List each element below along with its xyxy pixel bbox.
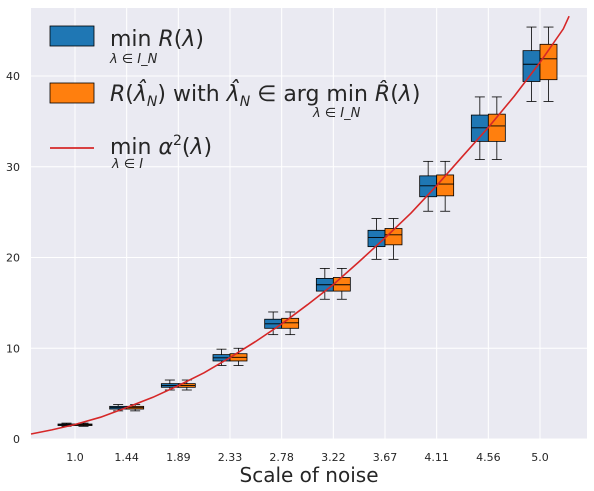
- x-tick-label: 1.44: [114, 451, 139, 464]
- y-tick-label: 0: [13, 433, 20, 446]
- box-body: [436, 174, 455, 197]
- x-tick-label: 1.0: [66, 451, 84, 464]
- y-tick-label: 10: [6, 342, 20, 355]
- empirical-box: [487, 96, 506, 160]
- x-tick-label: 4.11: [424, 451, 449, 464]
- legend-label-empirical: R(λ̂N) with λ̂N ∈ arg min R̂(λ): [110, 80, 420, 110]
- plot-background: [31, 8, 587, 439]
- box-body: [384, 228, 403, 246]
- oracle-box: [419, 160, 438, 212]
- oracle-box: [470, 96, 489, 160]
- legend: min R(λ) λ ∈ I_N R(λ̂N) with λ̂N ∈ arg m…: [49, 25, 420, 172]
- grid-lines: [31, 8, 587, 440]
- x-tick-label: 5.0: [531, 451, 549, 464]
- y-tick-label: 30: [6, 161, 20, 174]
- oracle-box: [522, 26, 541, 102]
- legend-sub-oracle: λ ∈ I_N: [109, 52, 158, 67]
- box-body: [281, 317, 300, 329]
- box-body: [332, 277, 351, 292]
- legend-sub-empirical: λ ∈ I_N: [312, 106, 361, 121]
- legend-sub-curve: λ ∈ I: [111, 157, 143, 172]
- x-tick-label: 4.56: [476, 451, 501, 464]
- x-tick-label: 1.89: [166, 451, 191, 464]
- y-tick-labels: 0 10 20 30 40: [6, 70, 20, 446]
- legend-label-curve: min α2(λ): [110, 133, 212, 160]
- x-tick-label: 3.67: [373, 451, 398, 464]
- legend-swatch-oracle: [49, 25, 95, 47]
- x-tick-label: 2.78: [269, 451, 294, 464]
- alpha-squared-curve: [30, 15, 570, 435]
- legend-label-oracle: min R(λ): [110, 27, 204, 52]
- x-axis-title: Scale of noise: [240, 463, 379, 487]
- x-tick-label: 3.22: [321, 451, 346, 464]
- box-body: [367, 229, 386, 248]
- legend-swatch-empirical: [49, 82, 95, 104]
- y-tick-label: 40: [6, 70, 20, 83]
- empirical-box: [384, 218, 403, 260]
- x-tick-label: 2.33: [218, 451, 243, 464]
- y-tick-label: 20: [6, 252, 20, 265]
- x-tick-labels: 1.0 1.44 1.89 2.33 2.78 3.22 3.67 4.11 4.56 5.0: [66, 451, 549, 464]
